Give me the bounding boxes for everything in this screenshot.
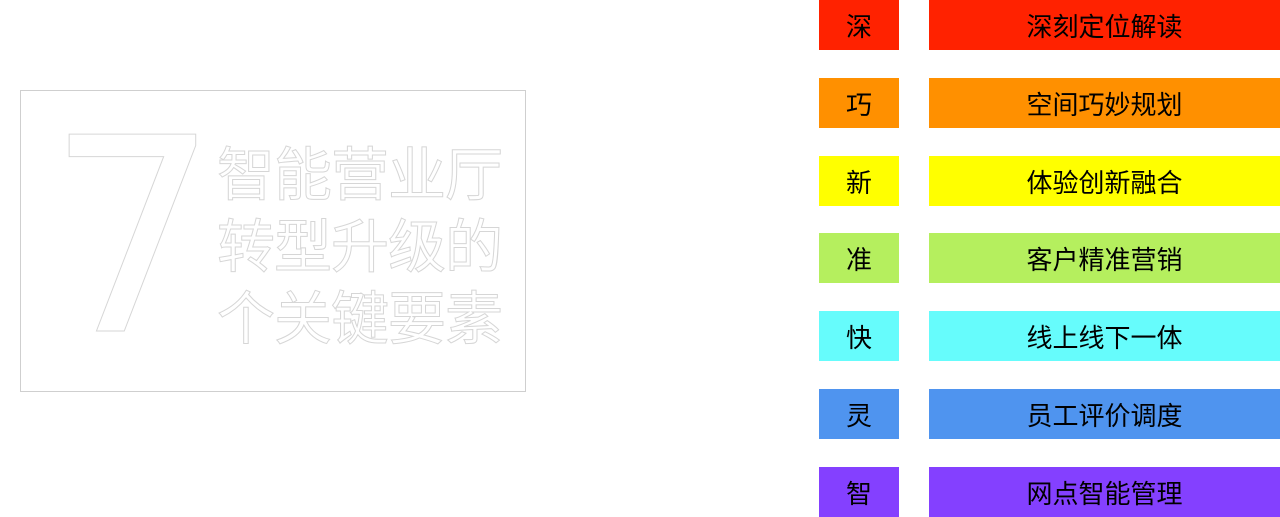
title-line-1: 智能营业厅 — [217, 141, 504, 210]
element-key-1: 深 — [819, 0, 899, 50]
element-label-7: 网点智能管理 — [929, 467, 1280, 517]
element-key-4: 准 — [819, 233, 899, 283]
title-panel: 7 智能营业厅 转型升级的 个关键要素 — [20, 90, 526, 392]
title-line-3: 个关键要素 — [217, 285, 504, 354]
element-row-6: 灵 员工评价调度 — [819, 389, 1280, 439]
title-number: 7 — [47, 80, 220, 395]
title-line-2: 转型升级的 — [217, 213, 504, 282]
element-row-1: 深 深刻定位解读 — [819, 0, 1280, 50]
element-label-1: 深刻定位解读 — [929, 0, 1280, 50]
element-row-4: 准 客户精准营销 — [819, 233, 1280, 283]
element-row-7: 智 网点智能管理 — [819, 467, 1280, 517]
element-key-5: 快 — [819, 311, 899, 361]
element-key-3: 新 — [819, 156, 899, 206]
element-row-5: 快 线上线下一体 — [819, 311, 1280, 361]
element-row-3: 新 体验创新融合 — [819, 156, 1280, 206]
element-label-4: 客户精准营销 — [929, 233, 1280, 283]
element-label-3: 体验创新融合 — [929, 156, 1280, 206]
element-label-6: 员工评价调度 — [929, 389, 1280, 439]
element-key-6: 灵 — [819, 389, 899, 439]
element-label-2: 空间巧妙规划 — [929, 78, 1280, 128]
element-row-2: 巧 空间巧妙规划 — [819, 78, 1280, 128]
element-key-2: 巧 — [819, 78, 899, 128]
element-key-7: 智 — [819, 467, 899, 517]
element-label-5: 线上线下一体 — [929, 311, 1280, 361]
title-text: 智能营业厅 转型升级的 个关键要素 — [217, 139, 517, 355]
